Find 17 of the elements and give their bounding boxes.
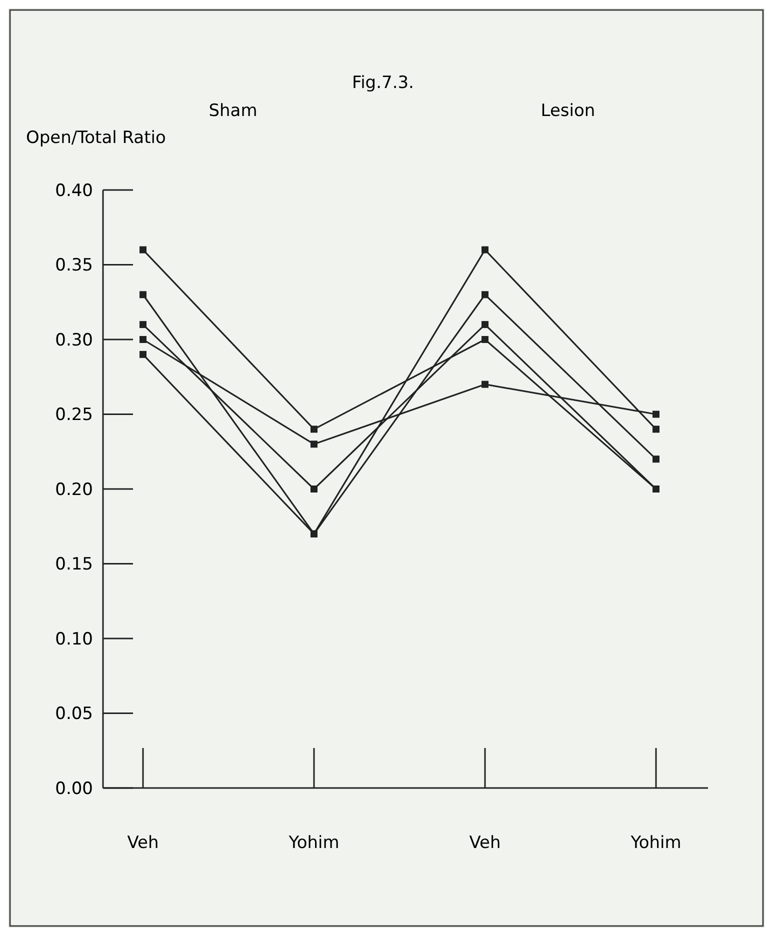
chart-title: Fig.7.3. xyxy=(352,73,414,93)
y-tick-label: 0.10 xyxy=(55,629,93,650)
x-tick-label: Veh xyxy=(469,833,501,853)
y-tick-label: 0.30 xyxy=(55,330,93,350)
y-tick-label: 0.00 xyxy=(55,778,93,799)
text: Lesion xyxy=(540,101,596,121)
y-axis-title: Open/Total Ratio xyxy=(26,128,166,148)
x-tick-label: Veh xyxy=(127,833,159,853)
y-tick-label: 0.15 xyxy=(55,554,93,575)
x-tick-label: Yohim xyxy=(288,833,340,853)
x-tick-label: Yohim xyxy=(630,833,682,853)
text: Sham xyxy=(208,101,258,121)
y-tick-label: 0.20 xyxy=(55,480,93,500)
y-tick-label: 0.05 xyxy=(55,704,93,724)
y-tick-label: 0.25 xyxy=(55,405,93,426)
y-tick-label: 0.40 xyxy=(55,180,93,201)
y-tick-label: 0.35 xyxy=(55,256,93,276)
